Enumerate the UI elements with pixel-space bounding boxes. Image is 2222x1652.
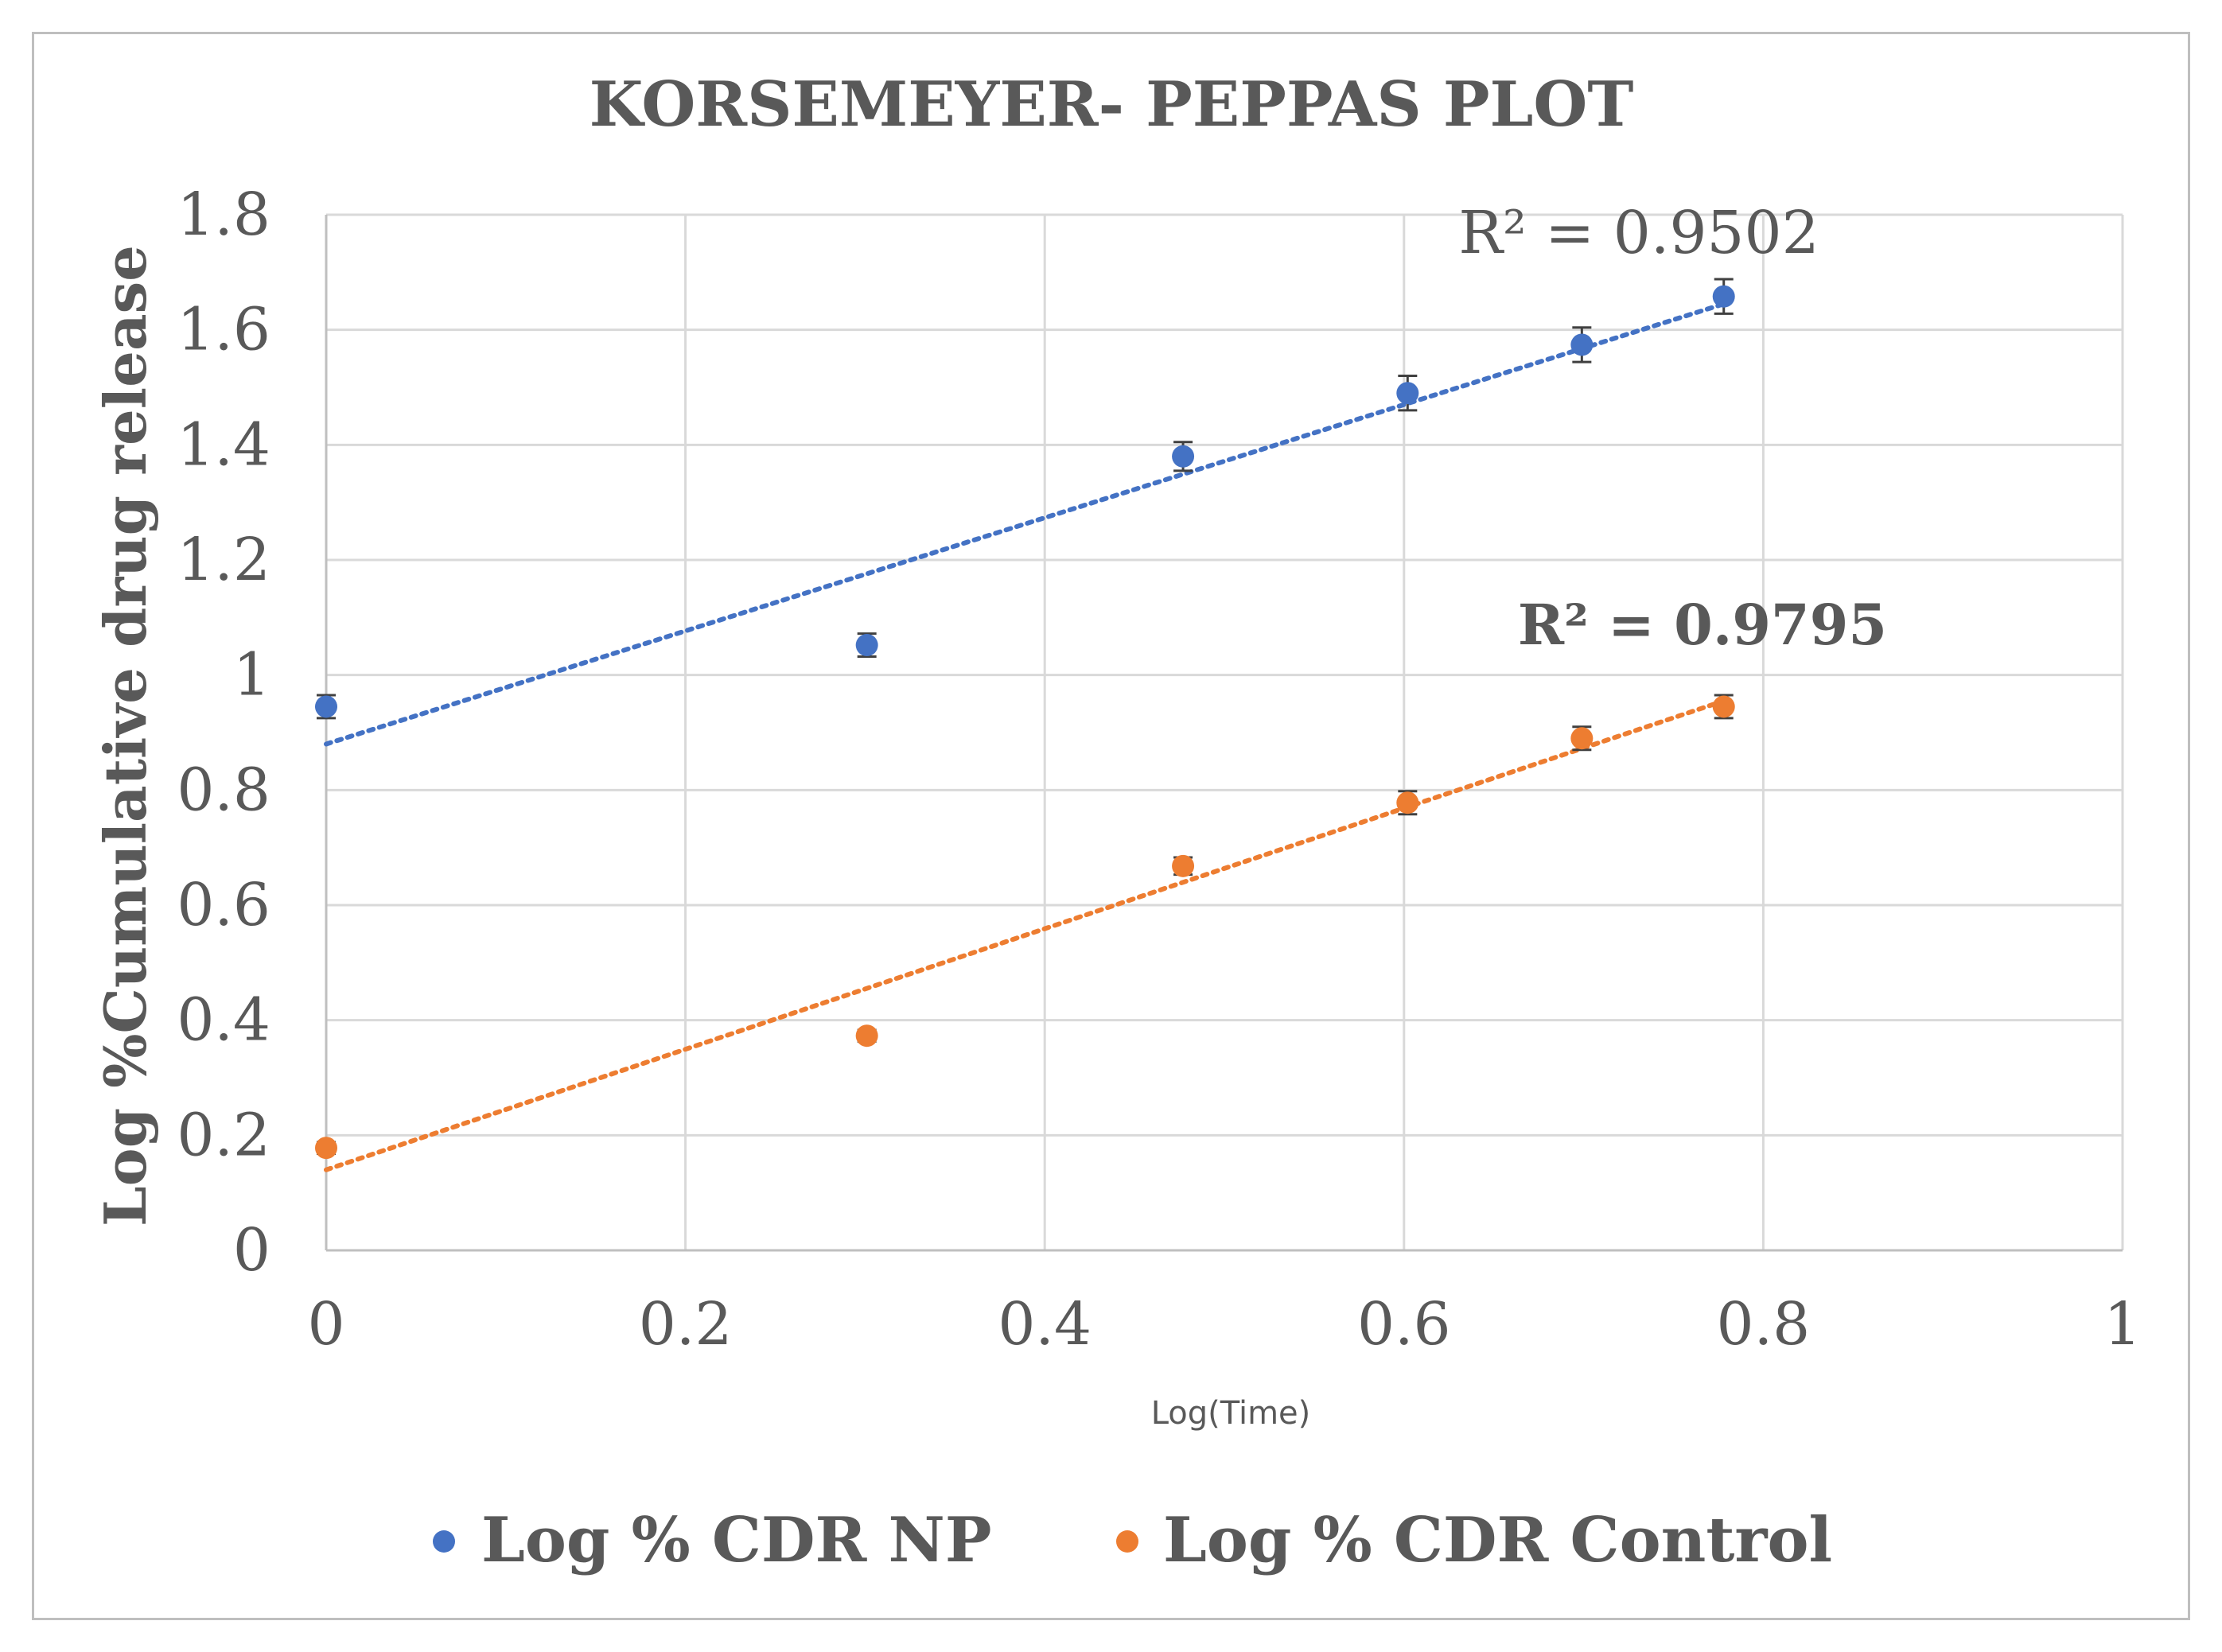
r2-label-control: R² = 0.9795 bbox=[1518, 592, 1887, 658]
data-point-control[interactable] bbox=[1570, 727, 1594, 750]
trendline-control bbox=[324, 698, 1726, 1172]
x-tick-label: 0.4 bbox=[998, 1290, 1092, 1359]
data-point-np[interactable] bbox=[1712, 285, 1735, 308]
y-tick-label: 1 bbox=[233, 641, 270, 709]
trendline-np bbox=[324, 301, 1726, 747]
y-tick-label: 1.2 bbox=[177, 526, 270, 594]
y-tick-label: 1.6 bbox=[177, 296, 270, 364]
y-tick-label: 0.4 bbox=[177, 986, 270, 1055]
data-point-control[interactable] bbox=[1172, 854, 1195, 877]
y-tick-label: 0.2 bbox=[177, 1101, 270, 1169]
data-point-layer bbox=[315, 278, 1735, 1160]
x-tick-label: 1 bbox=[2103, 1290, 2141, 1359]
axis-layer: 0 0.2 0.4 0.6 0.8 1 1.2 1.4 1.6 1.8 0 0.2 0.4 0.6 0.8 1 bbox=[177, 181, 2141, 1359]
y-tick-label: 1.4 bbox=[177, 410, 270, 479]
legend-item-np[interactable]: Log % CDR NP bbox=[433, 1504, 991, 1576]
legend: Log % CDR NP Log % CDR Control bbox=[433, 1504, 1832, 1576]
legend-marker-np bbox=[433, 1530, 455, 1553]
data-point-np[interactable] bbox=[1570, 333, 1594, 356]
data-point-np[interactable] bbox=[315, 695, 337, 718]
chart-frame bbox=[32, 32, 2190, 1620]
chart-title: KORSEMEYER- PEPPAS PLOT bbox=[590, 68, 1634, 141]
data-point-control[interactable] bbox=[1712, 695, 1735, 718]
data-point-control[interactable] bbox=[315, 1137, 337, 1160]
x-tick-label: 0.8 bbox=[1717, 1290, 1811, 1359]
legend-marker-control bbox=[1116, 1530, 1138, 1553]
y-tick-label: 1.8 bbox=[177, 181, 270, 249]
legend-label-np: Log % CDR NP bbox=[481, 1504, 991, 1576]
data-point-np[interactable] bbox=[1172, 445, 1195, 468]
x-axis-label: Log(Time) bbox=[1151, 1395, 1311, 1432]
data-point-np[interactable] bbox=[855, 634, 878, 657]
y-axis-label: Log %Cumulative drug release bbox=[91, 245, 159, 1226]
y-tick-label: 0.6 bbox=[177, 871, 270, 939]
legend-label-control: Log % CDR Control bbox=[1163, 1504, 1832, 1576]
legend-item-control[interactable]: Log % CDR Control bbox=[1116, 1504, 1832, 1576]
grid-layer bbox=[325, 213, 2124, 1252]
data-point-control[interactable] bbox=[855, 1024, 878, 1048]
y-tick-label: 0 bbox=[233, 1216, 270, 1285]
x-tick-label: 0.6 bbox=[1357, 1290, 1451, 1359]
y-tick-label: 0.8 bbox=[177, 756, 270, 824]
trendline-layer bbox=[324, 301, 1726, 1172]
data-point-np[interactable] bbox=[1396, 382, 1419, 405]
r2-label-np: R² = 0.9502 bbox=[1458, 199, 1819, 267]
x-tick-label: 0.2 bbox=[639, 1290, 733, 1359]
data-point-control[interactable] bbox=[1396, 791, 1419, 814]
x-tick-label: 0 bbox=[307, 1290, 344, 1359]
